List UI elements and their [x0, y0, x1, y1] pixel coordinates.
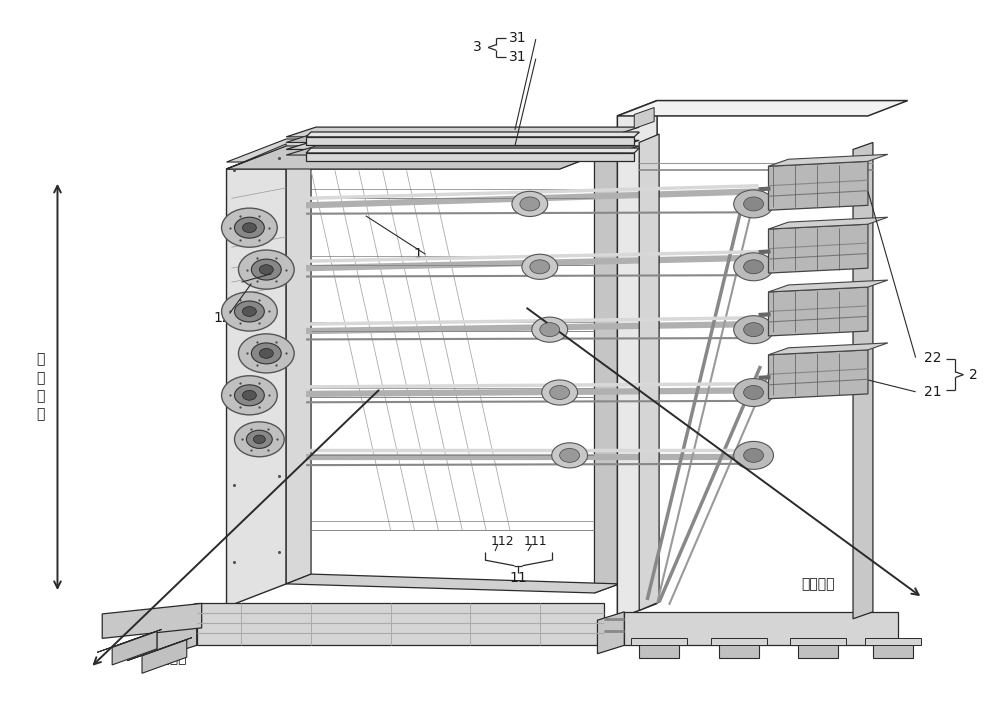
- Polygon shape: [157, 603, 197, 658]
- Polygon shape: [769, 280, 888, 292]
- Text: 21: 21: [924, 385, 942, 398]
- Polygon shape: [227, 146, 286, 607]
- Circle shape: [734, 441, 773, 470]
- Circle shape: [234, 385, 264, 406]
- Polygon shape: [102, 603, 202, 639]
- Text: 112: 112: [491, 536, 515, 548]
- Circle shape: [238, 334, 294, 373]
- Circle shape: [222, 376, 277, 415]
- Polygon shape: [594, 146, 619, 593]
- Circle shape: [734, 379, 773, 406]
- Circle shape: [734, 190, 773, 218]
- Polygon shape: [227, 139, 619, 162]
- Polygon shape: [142, 640, 187, 673]
- Circle shape: [552, 443, 588, 468]
- Circle shape: [532, 317, 568, 342]
- Circle shape: [542, 380, 578, 405]
- Circle shape: [222, 292, 277, 331]
- Polygon shape: [306, 132, 639, 137]
- Polygon shape: [798, 642, 838, 658]
- Polygon shape: [624, 612, 898, 646]
- Polygon shape: [617, 101, 657, 619]
- Polygon shape: [769, 224, 868, 273]
- Text: 1: 1: [413, 247, 422, 261]
- Polygon shape: [865, 639, 921, 646]
- Polygon shape: [853, 142, 873, 619]
- Polygon shape: [790, 639, 846, 646]
- Circle shape: [234, 301, 264, 322]
- Text: 2: 2: [969, 367, 978, 382]
- Circle shape: [253, 435, 265, 444]
- Polygon shape: [639, 134, 659, 610]
- Polygon shape: [127, 638, 192, 661]
- Circle shape: [246, 430, 272, 448]
- Polygon shape: [769, 218, 888, 229]
- Polygon shape: [286, 137, 311, 584]
- Circle shape: [242, 307, 256, 316]
- Circle shape: [530, 260, 550, 274]
- Circle shape: [234, 422, 284, 457]
- Text: 22: 22: [924, 351, 942, 365]
- Circle shape: [512, 191, 548, 217]
- Circle shape: [744, 386, 764, 399]
- Polygon shape: [306, 153, 634, 161]
- Circle shape: [744, 197, 764, 211]
- Polygon shape: [634, 108, 654, 129]
- Polygon shape: [286, 146, 639, 155]
- Polygon shape: [769, 161, 868, 210]
- Polygon shape: [227, 146, 619, 169]
- Text: 3: 3: [473, 40, 482, 54]
- Circle shape: [238, 250, 294, 289]
- Circle shape: [520, 197, 540, 211]
- Circle shape: [744, 322, 764, 337]
- Text: 宽度方向: 宽度方向: [153, 651, 187, 665]
- Polygon shape: [631, 639, 687, 646]
- Circle shape: [222, 208, 277, 247]
- Circle shape: [259, 265, 273, 275]
- Polygon shape: [719, 642, 759, 658]
- Polygon shape: [873, 642, 913, 658]
- Circle shape: [259, 348, 273, 358]
- Polygon shape: [769, 343, 888, 355]
- Text: 111: 111: [524, 536, 547, 548]
- Polygon shape: [227, 144, 286, 169]
- Circle shape: [744, 260, 764, 274]
- Text: 11: 11: [510, 571, 527, 584]
- Text: 31: 31: [509, 50, 527, 64]
- Polygon shape: [711, 639, 767, 646]
- Polygon shape: [769, 350, 868, 398]
- Polygon shape: [639, 642, 679, 658]
- Polygon shape: [769, 287, 868, 336]
- Polygon shape: [227, 146, 619, 169]
- Text: 长度方向: 长度方向: [801, 577, 835, 591]
- Circle shape: [234, 218, 264, 238]
- Polygon shape: [286, 140, 639, 149]
- Polygon shape: [286, 127, 639, 137]
- Circle shape: [251, 343, 281, 364]
- Polygon shape: [597, 612, 624, 654]
- Text: 31: 31: [509, 31, 527, 44]
- Text: 12: 12: [214, 311, 231, 325]
- Polygon shape: [769, 154, 888, 166]
- Circle shape: [744, 448, 764, 463]
- Polygon shape: [306, 137, 634, 145]
- Circle shape: [251, 259, 281, 280]
- Circle shape: [734, 253, 773, 281]
- Polygon shape: [197, 603, 604, 646]
- Circle shape: [522, 254, 558, 279]
- Polygon shape: [97, 629, 162, 653]
- Circle shape: [242, 222, 256, 232]
- Polygon shape: [306, 148, 639, 153]
- Circle shape: [550, 386, 570, 399]
- Polygon shape: [617, 101, 908, 116]
- Text: 高
度
方
向: 高 度 方 向: [36, 352, 45, 422]
- Polygon shape: [286, 132, 639, 142]
- Polygon shape: [286, 574, 619, 593]
- Polygon shape: [112, 631, 157, 665]
- Circle shape: [734, 315, 773, 344]
- Circle shape: [540, 322, 560, 337]
- Circle shape: [560, 448, 580, 463]
- Circle shape: [242, 391, 256, 400]
